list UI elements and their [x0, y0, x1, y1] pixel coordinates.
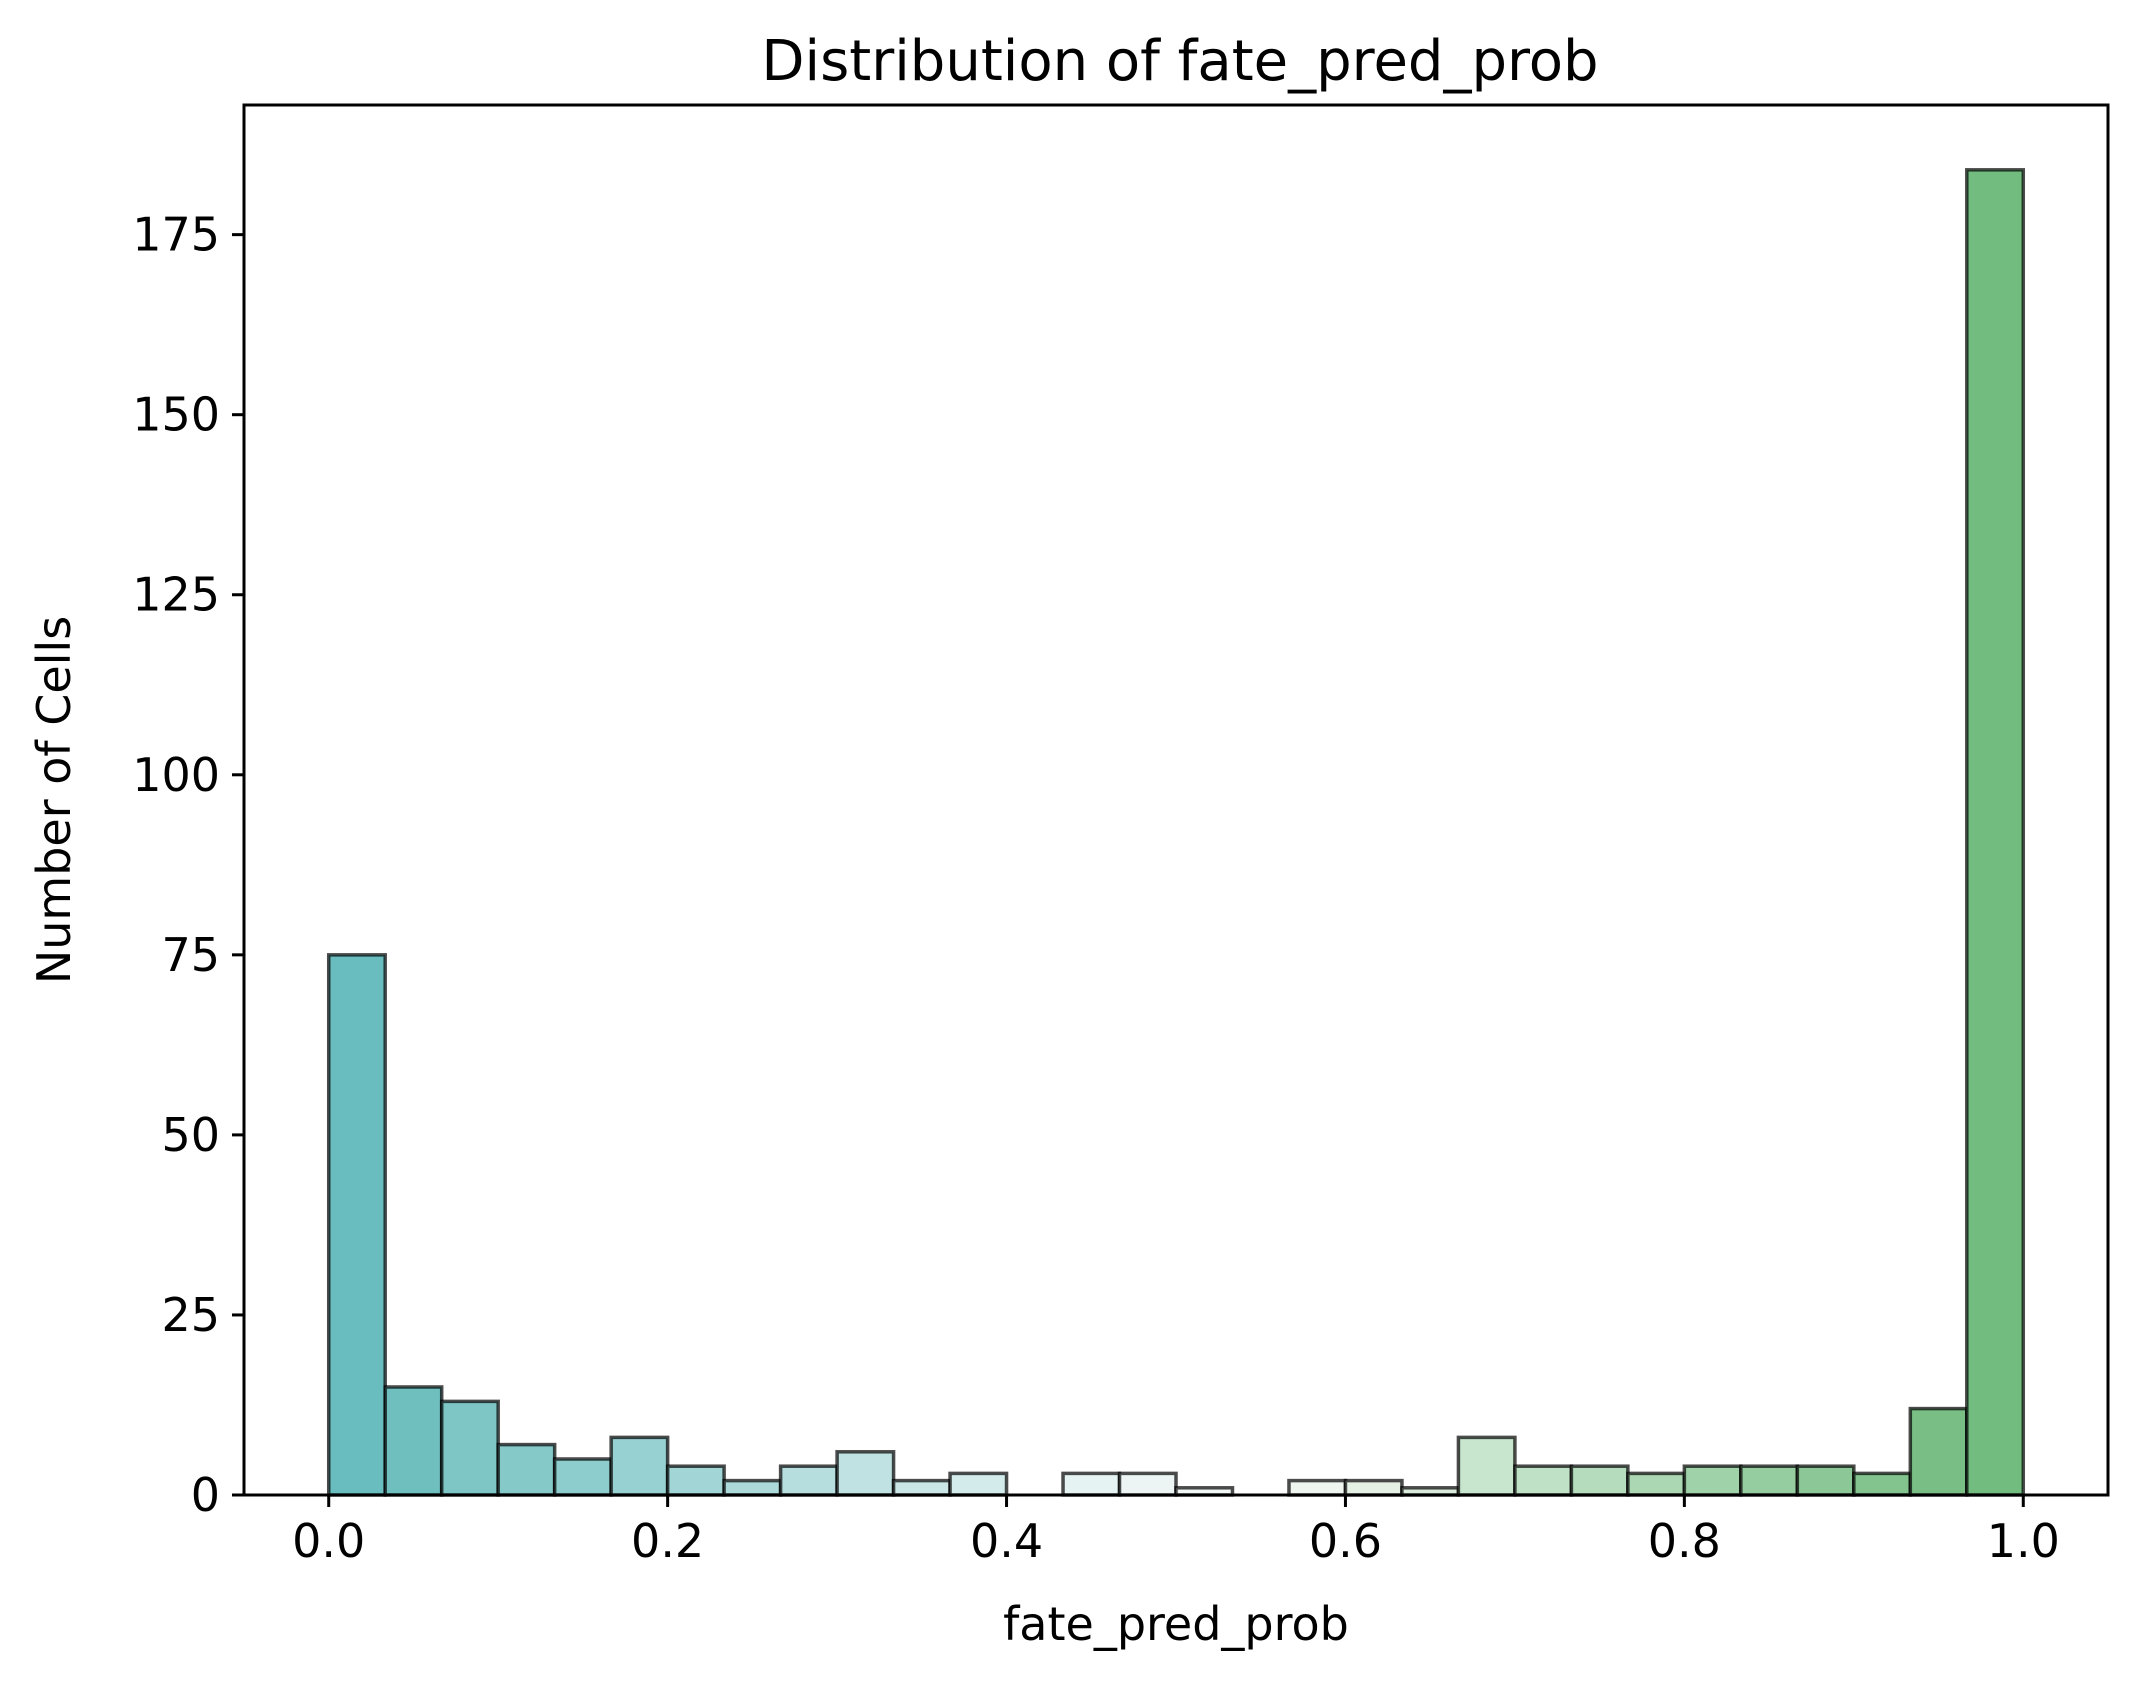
x-tick-label: 0.2 — [631, 1514, 704, 1568]
y-tick-label: 100 — [132, 748, 220, 802]
histogram-bar — [948, 1471, 1009, 1497]
x-axis-label: fate_pred_prob — [1003, 1597, 1349, 1651]
histogram-bar — [1117, 1471, 1178, 1497]
y-tick-label: 150 — [132, 388, 220, 442]
histogram-bar — [1795, 1464, 1856, 1497]
histogram-bar — [609, 1435, 670, 1497]
histogram-bar — [1739, 1464, 1800, 1497]
y-tick-label: 25 — [161, 1288, 220, 1342]
histogram-bar — [496, 1442, 557, 1497]
x-tick-label: 0.4 — [970, 1514, 1043, 1568]
x-tick-label: 0.6 — [1309, 1514, 1382, 1568]
histogram-bar — [778, 1464, 839, 1497]
histogram-bar — [1682, 1464, 1743, 1497]
bars-group — [326, 168, 2026, 1497]
y-tick-label: 0 — [191, 1468, 220, 1522]
histogram-bar — [1569, 1464, 1630, 1497]
x-tick-label: 0.0 — [292, 1514, 365, 1568]
histogram-bar — [1908, 1406, 1969, 1497]
plot-frame — [242, 103, 2110, 1497]
histogram-bar — [1965, 168, 2026, 1497]
y-axis-label: Number of Cells — [27, 616, 81, 984]
histogram-bar — [1513, 1464, 1574, 1497]
histogram-bar — [1626, 1471, 1687, 1497]
histogram-bar — [1343, 1478, 1404, 1497]
histogram-bar — [665, 1464, 726, 1497]
x-tick-label: 1.0 — [1987, 1514, 2060, 1568]
chart-title: Distribution of fate_pred_prob — [761, 29, 1598, 94]
histogram-bar — [383, 1385, 444, 1497]
x-axis: 0.0 0.2 0.4 0.6 0.8 1.0 — [292, 1495, 2060, 1568]
histogram-bar — [1061, 1471, 1122, 1497]
histogram-bar — [891, 1478, 952, 1497]
histogram-bar — [439, 1399, 500, 1497]
histogram-bar — [1852, 1471, 1913, 1497]
y-tick-label: 175 — [132, 208, 220, 262]
histogram-bar — [552, 1457, 613, 1497]
histogram-bar — [722, 1478, 783, 1497]
histogram-bar — [326, 953, 387, 1497]
histogram-bar — [835, 1450, 896, 1497]
x-tick-label: 0.8 — [1648, 1514, 1721, 1568]
histogram-bar — [1456, 1435, 1517, 1497]
y-tick-label: 125 — [132, 568, 220, 622]
y-axis: 0 25 50 75 100 125 150 175 — [132, 208, 244, 1522]
y-tick-label: 50 — [161, 1108, 220, 1162]
histogram-bar — [1287, 1478, 1348, 1497]
y-tick-label: 75 — [161, 928, 220, 982]
